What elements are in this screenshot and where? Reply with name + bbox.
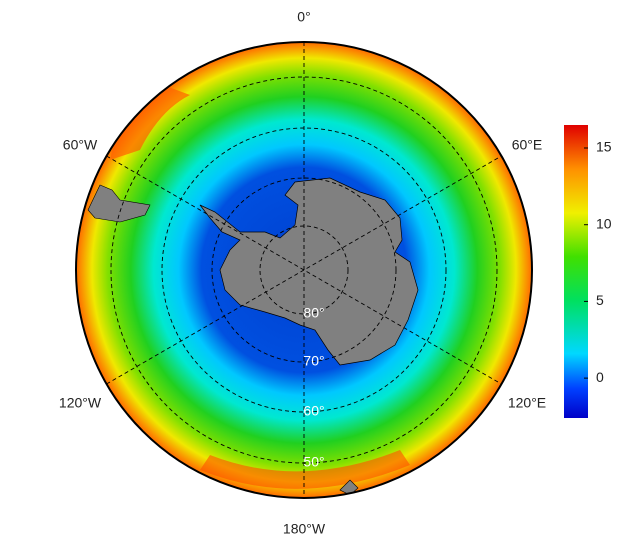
lat-label: 50° bbox=[303, 454, 324, 470]
graticule bbox=[106, 42, 502, 498]
lat-label: 60° bbox=[303, 403, 324, 419]
colorbar-tick-label: 10 bbox=[596, 215, 612, 231]
colorbar-tick-label: 0 bbox=[596, 369, 604, 385]
south-america bbox=[87, 184, 151, 223]
map-border bbox=[75, 41, 533, 499]
lon-label: 60°E bbox=[512, 137, 543, 153]
lon-label: 120°W bbox=[59, 395, 102, 411]
antarctica bbox=[199, 177, 419, 366]
lat-label: 70° bbox=[303, 353, 324, 369]
lat-label: 80° bbox=[303, 305, 324, 321]
colorbar-tick-label: 5 bbox=[596, 292, 604, 308]
lon-label: 120°E bbox=[508, 395, 546, 411]
colorbar-tick-label: 15 bbox=[596, 139, 612, 155]
lon-label: 60°W bbox=[63, 137, 98, 153]
colorbar bbox=[564, 125, 588, 418]
lon-label: 180°W bbox=[283, 521, 326, 537]
lon-label: 0° bbox=[297, 9, 310, 25]
